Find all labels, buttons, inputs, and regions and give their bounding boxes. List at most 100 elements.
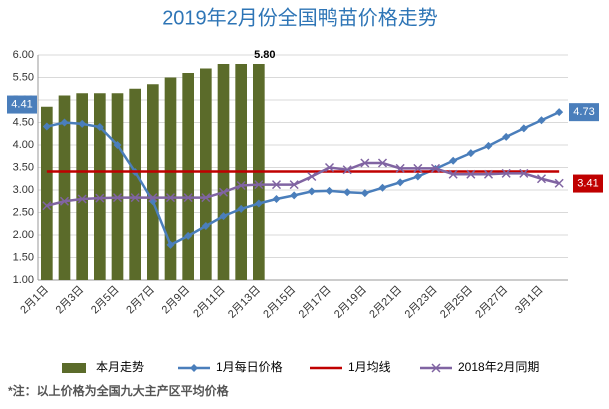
marker: [254, 199, 263, 208]
marker: [166, 240, 175, 249]
marker: [201, 222, 210, 230]
marker: [42, 201, 52, 211]
marker: [148, 193, 158, 203]
bar: [147, 84, 159, 280]
x-tick-label: 2月23日: [403, 284, 440, 321]
marker: [519, 168, 529, 178]
marker: [77, 194, 87, 204]
marker: [95, 193, 105, 203]
marker: [413, 172, 422, 181]
bar: [58, 95, 71, 280]
marker: [378, 183, 387, 192]
marker: [254, 180, 264, 190]
line: [46, 161, 560, 207]
bar: [129, 88, 141, 280]
y-tick-label: 5.50: [13, 71, 34, 83]
x-tick-label: 2月11日: [191, 284, 227, 320]
marker: [377, 158, 388, 168]
x-tick-label: 2月9日: [160, 284, 193, 317]
marker: [42, 122, 51, 131]
marker: [272, 195, 281, 203]
marker: [325, 186, 334, 195]
marker: [501, 168, 511, 178]
x-tick-label: 2月17日: [297, 284, 334, 321]
marker: [165, 193, 176, 203]
bar: [94, 93, 106, 280]
y-tick-label: 2.00: [13, 229, 34, 241]
x-tick-label: 2月13日: [226, 284, 263, 321]
data-label: 3.41: [577, 177, 598, 189]
marker: [290, 191, 299, 200]
y-tick-label: 3.50: [13, 161, 34, 173]
marker: [555, 108, 564, 117]
marker: [360, 158, 370, 168]
marker: [342, 165, 352, 175]
marker: [130, 193, 140, 203]
marker: [184, 231, 193, 240]
marker: [483, 169, 494, 179]
marker: [502, 132, 511, 141]
marker: [219, 212, 228, 221]
label-box: [573, 174, 603, 193]
marker: [536, 174, 547, 184]
marker: [113, 141, 122, 149]
data-label: 4.73: [573, 106, 594, 118]
bar: [41, 106, 53, 280]
data-label: 4.41: [11, 98, 32, 110]
marker: [466, 149, 475, 158]
label-box: [7, 95, 37, 114]
marker: [60, 118, 69, 127]
marker: [307, 171, 317, 182]
x-tick-label: 2月27日: [473, 284, 510, 321]
x-tick-label: 2月21日: [367, 284, 404, 321]
marker: [537, 116, 546, 125]
legend-label: 本月走势: [96, 360, 144, 374]
marker: [554, 178, 564, 188]
legend-swatch: [62, 363, 86, 373]
marker: [430, 163, 441, 173]
bar: [182, 73, 194, 280]
y-tick-label: 4.00: [13, 139, 34, 151]
marker: [289, 180, 299, 190]
marker: [201, 193, 211, 203]
bar: [200, 68, 212, 280]
marker: [484, 141, 493, 150]
legend-marker: [431, 363, 441, 373]
footnote: *注：以上价格为全国九大主产区平均价格: [8, 383, 230, 398]
marker: [271, 180, 282, 190]
marker: [519, 124, 528, 133]
marker: [307, 187, 316, 196]
marker: [237, 204, 246, 213]
bar: [164, 77, 177, 280]
y-tick-label: 3.00: [13, 184, 34, 196]
legend-marker: [190, 364, 198, 372]
marker: [413, 163, 423, 173]
marker: [236, 180, 246, 191]
marker: [218, 187, 229, 197]
data-label: 5.80: [254, 49, 275, 61]
y-tick-label: 1.00: [13, 274, 34, 286]
x-tick-label: 2月25日: [438, 284, 475, 321]
x-tick-label: 2月3日: [54, 284, 87, 317]
y-tick-label: 1.50: [13, 251, 34, 263]
marker: [449, 156, 458, 165]
label-box: [569, 103, 599, 122]
legend-label: 1月每日价格: [216, 359, 283, 374]
x-tick-label: 2月1日: [18, 284, 51, 317]
x-tick-label: 3月1日: [513, 284, 546, 317]
y-tick-label: 6.00: [13, 49, 34, 61]
bar: [76, 93, 88, 280]
marker: [395, 163, 405, 173]
marker: [324, 162, 335, 173]
x-tick-label: 2月19日: [332, 284, 369, 321]
marker: [95, 123, 104, 131]
marker: [448, 169, 458, 179]
y-tick-label: 4.50: [13, 116, 34, 128]
line: [46, 111, 560, 247]
x-tick-label: 2月5日: [89, 284, 122, 317]
legend-label: 2018年2月同期: [458, 360, 539, 374]
marker: [466, 169, 476, 179]
marker: [183, 193, 193, 203]
bar: [111, 93, 124, 280]
